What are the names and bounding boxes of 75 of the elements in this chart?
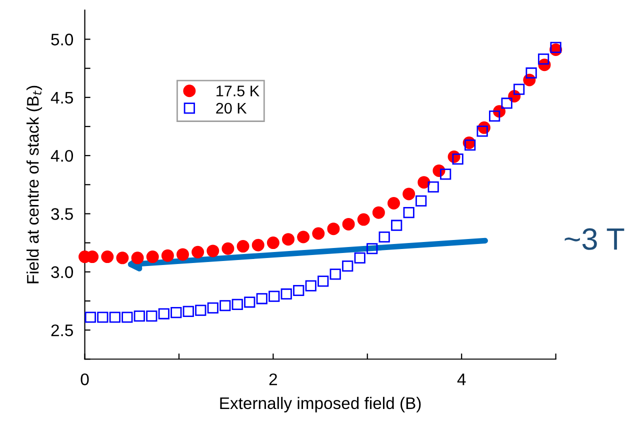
y-tick-label: 3.0 bbox=[51, 266, 74, 278]
point bbox=[146, 250, 159, 264]
point bbox=[354, 252, 366, 264]
point bbox=[342, 260, 354, 272]
point bbox=[312, 227, 325, 240]
point bbox=[452, 154, 464, 165]
point bbox=[513, 84, 525, 95]
x-tick-label: 4 bbox=[457, 374, 466, 386]
point bbox=[378, 231, 390, 243]
y-axis-title: Field at centre of stack (B$_{t}$) bbox=[26, 86, 42, 284]
point bbox=[305, 280, 316, 292]
point bbox=[464, 140, 476, 151]
point bbox=[501, 98, 512, 109]
y-tick-label: 5.0 bbox=[51, 34, 74, 46]
point bbox=[403, 207, 414, 218]
x-axis-title: Externally imposed field (B) bbox=[220, 396, 421, 412]
point bbox=[416, 195, 427, 206]
point bbox=[476, 126, 488, 137]
y-tick-label: 3.5 bbox=[51, 208, 73, 220]
point bbox=[195, 304, 206, 316]
point bbox=[297, 230, 310, 244]
point bbox=[176, 248, 189, 261]
point bbox=[244, 296, 256, 308]
point bbox=[146, 310, 158, 322]
point bbox=[236, 240, 250, 253]
legend-label: 17.5 K bbox=[216, 86, 260, 96]
point bbox=[418, 176, 430, 189]
text: ~3 T bbox=[564, 228, 624, 250]
point bbox=[293, 284, 304, 296]
point bbox=[318, 276, 329, 287]
x-tick-label: 0 bbox=[80, 373, 89, 386]
point bbox=[122, 312, 133, 323]
point bbox=[282, 233, 294, 246]
point bbox=[252, 238, 264, 252]
point bbox=[357, 213, 370, 226]
point bbox=[256, 293, 268, 304]
point bbox=[488, 110, 500, 122]
point bbox=[342, 218, 355, 230]
point bbox=[207, 302, 218, 314]
y-tick-label: 4.5 bbox=[50, 92, 73, 104]
point bbox=[109, 312, 120, 323]
legend-label: 20 K bbox=[216, 102, 247, 114]
point bbox=[101, 250, 114, 264]
point bbox=[526, 67, 537, 79]
point bbox=[538, 53, 550, 65]
point bbox=[161, 249, 174, 262]
point bbox=[131, 252, 144, 264]
point bbox=[206, 244, 220, 258]
point bbox=[158, 308, 170, 320]
point bbox=[550, 42, 562, 53]
point bbox=[134, 310, 145, 322]
point bbox=[327, 222, 340, 236]
point bbox=[170, 307, 182, 318]
point bbox=[440, 168, 452, 180]
point bbox=[116, 252, 129, 264]
point bbox=[372, 206, 385, 219]
point bbox=[232, 298, 243, 310]
point bbox=[428, 181, 439, 193]
point bbox=[97, 312, 108, 323]
point bbox=[330, 268, 341, 280]
point bbox=[402, 188, 416, 200]
point bbox=[182, 306, 194, 317]
point bbox=[222, 242, 234, 255]
point bbox=[388, 197, 400, 210]
point bbox=[366, 243, 378, 254]
y-tick-label: 4.0 bbox=[50, 150, 74, 162]
point bbox=[280, 288, 292, 300]
point bbox=[266, 236, 280, 250]
point bbox=[391, 220, 402, 231]
point bbox=[220, 300, 231, 312]
y-tick-label: 2.5 bbox=[51, 324, 73, 336]
point bbox=[192, 246, 204, 258]
point bbox=[268, 290, 280, 302]
point bbox=[84, 312, 96, 323]
x-tick-label: 2 bbox=[269, 373, 277, 386]
